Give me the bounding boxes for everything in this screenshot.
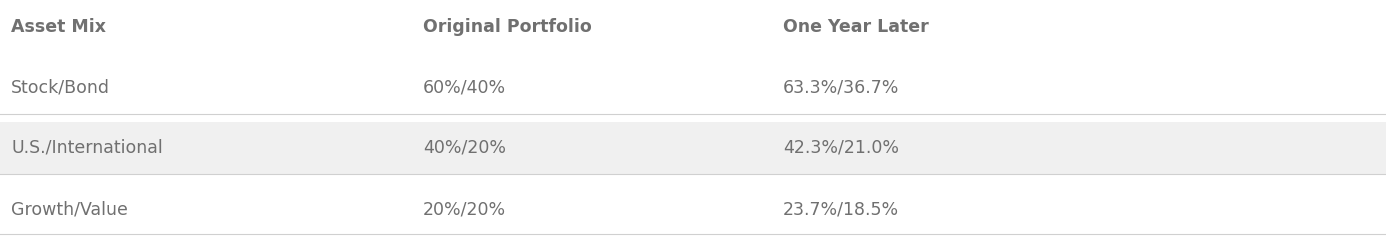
Text: Asset Mix: Asset Mix: [11, 18, 107, 36]
Text: Growth/Value: Growth/Value: [11, 200, 128, 218]
Text: 23.7%/18.5%: 23.7%/18.5%: [783, 200, 900, 218]
Text: Original Portfolio: Original Portfolio: [423, 18, 592, 36]
Text: 42.3%/21.0%: 42.3%/21.0%: [783, 138, 900, 156]
Text: 63.3%/36.7%: 63.3%/36.7%: [783, 79, 900, 96]
Text: U.S./International: U.S./International: [11, 138, 162, 156]
Bar: [0, 122, 1386, 174]
Text: One Year Later: One Year Later: [783, 18, 929, 36]
Text: 40%/20%: 40%/20%: [423, 138, 506, 156]
Text: Stock/Bond: Stock/Bond: [11, 79, 109, 96]
Text: 60%/40%: 60%/40%: [423, 79, 506, 96]
Text: 20%/20%: 20%/20%: [423, 200, 506, 218]
